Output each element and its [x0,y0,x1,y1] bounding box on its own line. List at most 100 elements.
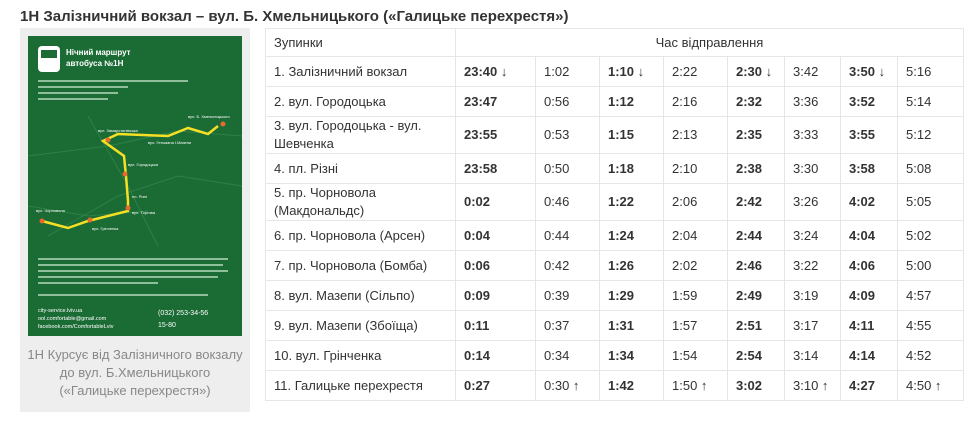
map-label: пл. Різні [132,194,147,199]
stop-name: 7. пр. Чорновола (Бомба) [265,250,456,281]
departure-time: 3:33 [784,116,841,154]
departure-time: 0:04 [455,220,536,251]
departure-time: 5:16 [897,56,964,87]
departure-time: 5:05 [897,183,964,221]
schedule-row: 10. вул. Грінченка 0:14 0:34 1:34 1:54 2:54 3:… [265,340,964,371]
departure-time: 2:35 [727,116,785,154]
departure-time: 2:02 [663,250,728,281]
departure-time: 0:09 [455,280,536,311]
departure-time: 0:14 [455,340,536,371]
schedule-row: 8. вул. Мазепи (Сільпо) 0:09 0:39 1:29 1:59 2… [265,280,964,311]
departure-time: 1:02 [535,56,600,87]
departure-time: 3:58 [840,153,898,184]
map-label: вул. Замарстинівська [98,128,139,133]
departure-time: 1:31 [599,310,664,341]
departure-time: 0:02 [455,183,536,221]
departure-time: 2:04 [663,220,728,251]
departure-time: 2:30 ↓ [727,56,785,87]
departure-time: 3:52 [840,86,898,117]
departure-time: 4:06 [840,250,898,281]
departure-time: 3:55 [840,116,898,154]
departure-time: 1:22 [599,183,664,221]
stop-name: 6. пр. Чорновола (Арсен) [265,220,456,251]
departure-time: 0:37 [535,310,600,341]
departure-time: 2:46 [727,250,785,281]
departure-time: 2:16 [663,86,728,117]
departure-time: 4:55 [897,310,964,341]
departure-time: 0:42 [535,250,600,281]
departure-time: 3:19 [784,280,841,311]
departure-time: 0:27 [455,370,536,401]
departure-time: 4:14 [840,340,898,371]
departure-time: 1:42 [599,370,664,401]
departure-time: 2:10 [663,153,728,184]
departure-time: 1:50 ↑ [663,370,728,401]
bus-window [41,50,57,58]
departure-time: 5:14 [897,86,964,117]
departure-time: 1:15 [599,116,664,154]
schedule-row: 1. Залізничний вокзал 23:40 ↓ 1:02 1:10 ↓ 2:… [265,56,964,87]
departure-time: 0:50 [535,153,600,184]
departure-time: 2:13 [663,116,728,154]
map-label: вул. Б. Хмельницького [188,114,230,119]
departure-time: 0:46 [535,183,600,221]
departure-time: 4:04 [840,220,898,251]
stop-name: 1. Залізничний вокзал [265,56,456,87]
contact: ool.comfortable@gmail.com [38,316,107,322]
schedule-row: 5. пр. Чорновола (Макдональдс) 0:02 0:46 1:… [265,183,964,221]
departure-time: 3:24 [784,220,841,251]
stop-name: 10. вул. Грінченка [265,340,456,371]
departure-time: 2:51 [727,310,785,341]
column-header: Час відправлення [455,28,964,57]
departure-time: 23:55 [455,116,536,154]
contact: city-service.lviv.ua [38,308,83,314]
departure-time: 0:30 ↑ [535,370,600,401]
departure-time: 1:10 ↓ [599,56,664,87]
departure-time: 2:32 [727,86,785,117]
departure-time: 3:02 [727,370,785,401]
stop-name: 2. вул. Городоцька [265,86,456,117]
departure-time: 3:10 ↑ [784,370,841,401]
header-row: Зупинки Час відправлення [265,28,964,57]
departure-time: 3:30 [784,153,841,184]
stop-name: 3. вул. Городоцька - вул. Шевченка [265,116,456,154]
departure-time: 1:59 [663,280,728,311]
departure-time: 3:42 [784,56,841,87]
schedule-row: 11. Галицьке перехрестя 0:27 0:30 ↑ 1:42 1:5… [265,370,964,401]
departure-time: 0:34 [535,340,600,371]
departure-time: 3:50 ↓ [840,56,898,87]
departure-time: 2:22 [663,56,728,87]
departure-time: 2:38 [727,153,785,184]
map-label: вул. Городоцька [128,162,159,167]
departure-time: 2:42 [727,183,785,221]
departure-time: 0:11 [455,310,536,341]
page-title: 1Н Залізничний вокзал – вул. Б. Хмельниц… [20,8,569,25]
departure-time: 23:58 [455,153,536,184]
departure-time: 23:40 ↓ [455,56,536,87]
image-caption: 1Н Курсує від Залізничного вокзалу до ву… [27,347,243,398]
route-stops [39,121,226,224]
departure-time: 4:57 [897,280,964,311]
route-poster: Нічний маршрут автобуса №1H вул. Замарст… [28,36,242,336]
departure-time: 4:27 [840,370,898,401]
departure-time: 4:52 [897,340,964,371]
map-label: вул. Грінченка [92,226,119,231]
departure-time: 0:56 [535,86,600,117]
map-label: вул. Чорновола [36,208,66,213]
stop-name: 11. Галицьке перехрестя [265,370,456,401]
poster-title: Нічний маршрут [66,48,131,57]
schedule-row: 2. вул. Городоцька 23:47 0:56 1:12 2:16 2:32 3… [265,86,964,117]
phone: (032) 253-34-56 [158,310,208,317]
poster-text-lines [38,80,228,296]
departure-time: 1:57 [663,310,728,341]
bus-icon [38,46,60,72]
column-header: Зупинки [265,28,456,57]
departure-time: 5:02 [897,220,964,251]
departure-time: 4:11 [840,310,898,341]
departure-time: 5:12 [897,116,964,154]
departure-time: 4:09 [840,280,898,311]
schedule-row: 7. пр. Чорновола (Бомба) 0:06 0:42 1:26 2:02… [265,250,964,281]
schedule-row: 9. вул. Мазепи (Збоїща) 0:11 0:37 1:31 1:57 2… [265,310,964,341]
departure-time: 3:14 [784,340,841,371]
